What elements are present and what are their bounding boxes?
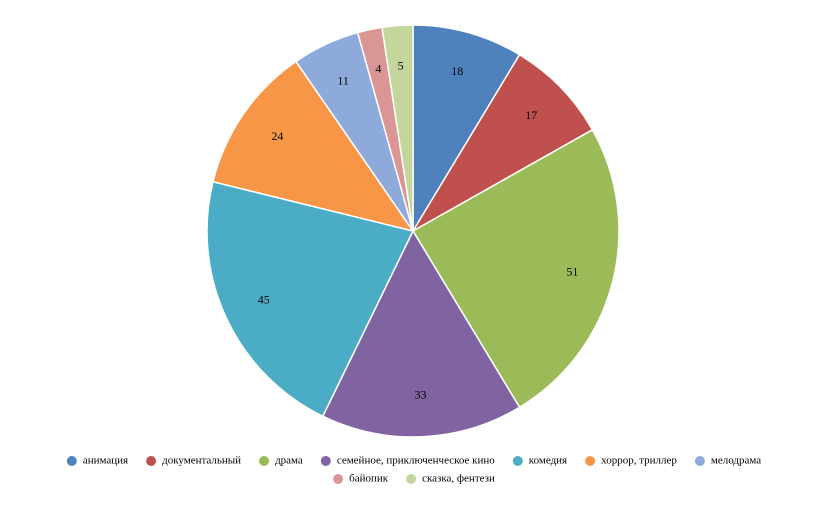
legend-marker (146, 456, 157, 466)
data-label: 11 (337, 74, 349, 88)
legend-label: байопик (349, 473, 389, 485)
legend-label: семейное, приключенческое кино (337, 455, 495, 467)
legend-label: анимация (83, 455, 128, 467)
legend-label: мелодрама (711, 455, 761, 467)
legend-marker (66, 456, 77, 466)
legend-label: хоррор, триллер (601, 455, 677, 467)
data-label: 45 (258, 293, 270, 307)
legend-marker (694, 456, 705, 466)
legend-marker (512, 456, 523, 466)
legend-label: сказка, фентези (422, 473, 495, 485)
data-label: 4 (375, 62, 381, 76)
legend-label: драма (275, 455, 303, 467)
data-label: 51 (566, 265, 578, 279)
pie-slice (411, 128, 620, 409)
legend-marker (320, 456, 331, 466)
pie-slice (321, 229, 521, 438)
data-label: 33 (414, 387, 426, 401)
legend-label: документальный (162, 455, 241, 467)
legend-marker (406, 474, 417, 484)
legend-label: комедия (529, 455, 567, 467)
data-label: 5 (398, 58, 404, 72)
pie-slice (381, 24, 414, 232)
data-label: 17 (525, 108, 537, 122)
pie-slice (412, 24, 521, 234)
pie-slice (212, 60, 415, 233)
legend-marker (333, 474, 344, 484)
data-label: 24 (271, 129, 283, 143)
pie-slice (410, 53, 594, 234)
pie-slice (206, 180, 415, 418)
data-label: 18 (451, 64, 463, 78)
legend-marker (585, 456, 596, 466)
legend-marker (259, 456, 270, 466)
